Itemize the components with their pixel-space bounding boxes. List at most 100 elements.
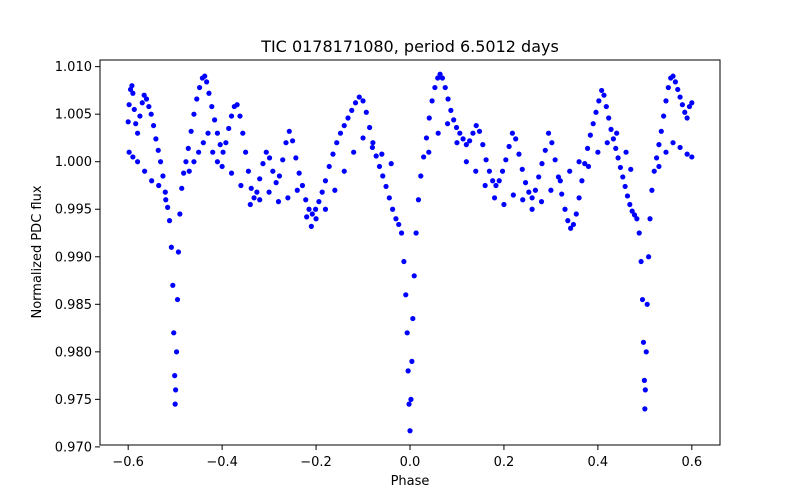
data-point [217, 142, 223, 148]
data-point [369, 144, 376, 151]
data-point [467, 138, 473, 144]
data-point [682, 109, 688, 115]
data-point [266, 189, 272, 195]
data-point [390, 206, 396, 212]
data-point [661, 113, 667, 119]
data-point [640, 339, 647, 345]
data-point [280, 157, 286, 163]
data-point [130, 154, 136, 160]
data-point [146, 103, 152, 110]
data-point [670, 73, 676, 79]
data-point [503, 157, 509, 163]
data-point [451, 117, 457, 123]
data-point [285, 195, 291, 201]
data-point [306, 206, 312, 212]
data-point [532, 187, 539, 193]
data-point [237, 113, 243, 119]
data-point [665, 84, 671, 91]
data-point [380, 173, 386, 179]
data-point [457, 130, 463, 136]
data-point [126, 102, 132, 108]
data-point [379, 151, 385, 157]
data-point [415, 197, 422, 203]
data-point [670, 140, 676, 146]
data-point [444, 121, 451, 127]
data-point [143, 96, 150, 102]
data-point [196, 149, 202, 155]
data-point [337, 130, 344, 136]
data-point [689, 100, 695, 106]
data-point [644, 301, 650, 307]
data-point [426, 149, 432, 155]
data-point [548, 187, 554, 193]
data-point [206, 90, 212, 96]
y-axis-ticks: 0.970 0.975 0.980 0.985 0.990 0.995 1.000 1.005… [55, 60, 100, 455]
data-point [617, 164, 624, 171]
data-point [137, 113, 143, 119]
data-point [172, 373, 178, 379]
data-point [568, 225, 574, 231]
data-point [273, 180, 279, 186]
data-point [363, 109, 369, 115]
data-point [482, 182, 488, 189]
data-point [245, 168, 252, 174]
data-point [157, 159, 164, 165]
data-point [175, 249, 182, 255]
data-point [183, 159, 189, 165]
data-point [223, 140, 229, 146]
data-point [332, 187, 338, 193]
data-point [641, 377, 647, 383]
data-point [209, 103, 215, 110]
data-point [200, 140, 206, 146]
data-point [303, 197, 309, 203]
data-point [653, 155, 660, 161]
data-point [423, 135, 430, 141]
data-point [542, 147, 548, 153]
data-point [294, 187, 300, 193]
data-point [615, 155, 621, 161]
data-point [150, 122, 157, 129]
data-point [413, 230, 419, 236]
data-point [486, 168, 492, 174]
data-point [490, 178, 496, 184]
data-point [622, 183, 628, 190]
data-point [610, 136, 616, 142]
data-point [620, 174, 626, 180]
data-point [179, 185, 185, 191]
data-point [401, 258, 407, 265]
data-point [522, 180, 529, 186]
data-point [656, 142, 662, 148]
data-point [579, 178, 585, 184]
data-point [520, 197, 526, 203]
data-point [349, 107, 355, 113]
y-tick-label: 0.995 [55, 203, 92, 218]
data-point [513, 136, 519, 142]
y-tick-label: 1.010 [55, 60, 92, 75]
data-point [214, 159, 221, 165]
data-point [491, 195, 498, 201]
y-tick-label: 1.005 [55, 108, 92, 123]
data-point [599, 87, 605, 94]
data-point [684, 151, 690, 157]
data-point [552, 157, 558, 163]
data-point [557, 178, 563, 184]
data-point [170, 282, 176, 288]
y-tick-label: 0.990 [55, 250, 92, 265]
data-point [251, 195, 257, 201]
data-point [426, 115, 432, 121]
data-point [689, 154, 695, 160]
data-point [133, 121, 139, 127]
data-point [590, 121, 596, 127]
data-points [125, 71, 695, 434]
data-point [166, 218, 173, 224]
data-point [643, 349, 649, 355]
data-point [260, 161, 266, 167]
data-point [613, 145, 619, 152]
data-point [226, 125, 232, 132]
data-point [322, 178, 329, 184]
data-point [526, 189, 532, 195]
data-point [483, 157, 489, 163]
data-point [584, 145, 591, 152]
